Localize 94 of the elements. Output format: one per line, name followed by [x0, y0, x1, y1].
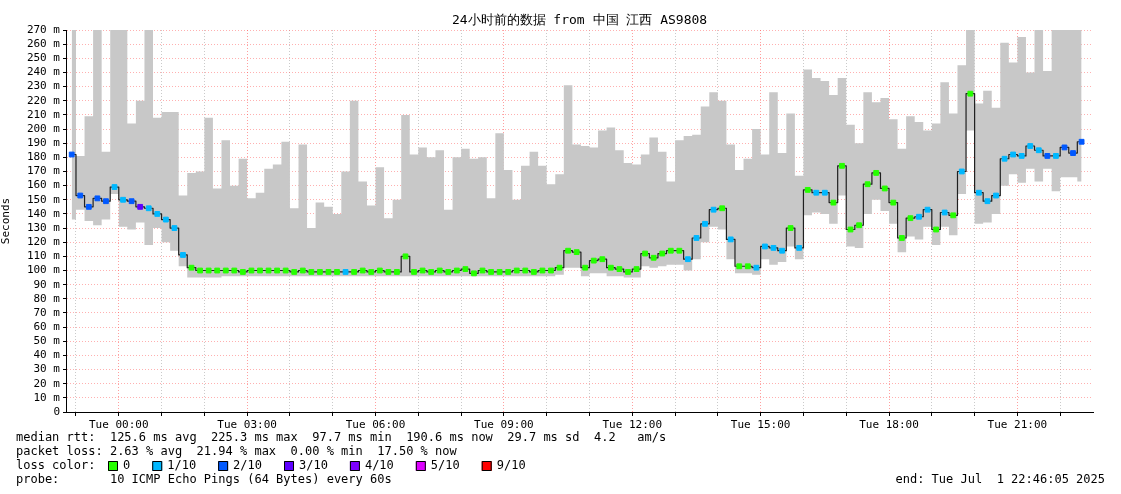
y-tick-label: 100 m — [26, 263, 61, 277]
point — [796, 244, 803, 251]
y-tick-label: 130 m — [26, 220, 61, 234]
point — [111, 184, 118, 190]
point — [984, 198, 991, 205]
point — [103, 198, 109, 205]
point — [975, 189, 982, 196]
y-tick-label: 120 m — [26, 235, 61, 249]
text: end: Tue Jul 1 22:46:05 2025 — [895, 472, 1105, 487]
y-tick-label: 220 m — [26, 93, 61, 107]
point — [958, 168, 965, 175]
point — [941, 209, 948, 216]
point — [120, 196, 126, 203]
point — [162, 216, 169, 223]
y-tick-label: 80 m — [33, 291, 61, 305]
y-tick-label: 230 m — [26, 79, 61, 93]
x-tick-label: Tue 06:00 — [345, 418, 406, 432]
point — [924, 206, 931, 213]
y-tick-label: 270 m — [26, 22, 61, 36]
point — [821, 189, 828, 196]
point — [1044, 153, 1051, 159]
chart-title: 24小时前的数据 from 中国 江西 AS9808 — [451, 12, 708, 28]
y-tick-label: 160 m — [26, 178, 61, 192]
y-tick-label: 170 m — [26, 164, 61, 178]
y-tick-label: 10 m — [33, 390, 61, 404]
y-axis-title: Seconds — [0, 197, 13, 245]
y-tick-label: 20 m — [33, 376, 61, 390]
y-tick-label: 180 m — [26, 150, 61, 164]
point — [154, 211, 161, 217]
legend-label: 2/10 — [233, 458, 263, 473]
point — [128, 198, 135, 205]
y-tick-label: 200 m — [26, 121, 61, 135]
legend-label: 5/10 — [430, 458, 460, 473]
y-tick-label: 110 m — [26, 249, 61, 263]
text: packet loss: 2.63 % avg 21.94 % max 0.00 % min 17.50 % now — [16, 444, 458, 459]
y-tick-label: 210 m — [26, 107, 61, 121]
point — [1035, 147, 1042, 154]
point — [180, 252, 186, 258]
y-tick-label: 150 m — [26, 192, 61, 206]
y-tick-label: 240 m — [26, 65, 61, 79]
point — [1061, 144, 1068, 151]
point — [693, 235, 700, 241]
point — [685, 256, 691, 263]
x-tick-label: Tue 12:00 — [602, 418, 663, 432]
legend-label: 1/10 — [167, 458, 197, 473]
point — [1078, 138, 1085, 145]
y-tick-label: 50 m — [33, 334, 61, 348]
y-tick-label: 90 m — [33, 277, 61, 291]
y-tick-label: 60 m — [33, 319, 61, 333]
text: median rtt: 125.6 ms avg 225.3 ms max 97.7 ms min 190.6 ms now 29.7 ms sd 4.2 am/s — [16, 430, 667, 445]
point — [813, 189, 820, 196]
point — [137, 203, 144, 210]
point — [1027, 143, 1034, 149]
text: probe: 10 ICMP Echo Pings (64 Bytes) every 60s — [16, 472, 392, 487]
point — [710, 206, 717, 213]
point — [770, 244, 777, 251]
legend-title: loss color: — [16, 458, 96, 473]
point — [145, 205, 152, 212]
point — [753, 264, 760, 271]
point — [171, 225, 178, 231]
y-tick-label: 250 m — [26, 51, 61, 65]
y-tick-label: 30 m — [33, 362, 61, 376]
x-tick-label: Tue 18:00 — [859, 418, 919, 432]
point — [1018, 153, 1025, 159]
y-tick-label: 40 m — [33, 348, 61, 362]
point — [68, 151, 75, 158]
point — [779, 247, 785, 254]
point — [916, 213, 922, 220]
x-tick-label: Tue 09:00 — [474, 418, 534, 432]
y-tick-label: 140 m — [26, 206, 61, 220]
point — [1010, 151, 1017, 158]
point — [77, 192, 84, 199]
point — [342, 269, 349, 275]
point — [1053, 153, 1059, 159]
x-tick-label: Tue 21:00 — [987, 418, 1048, 432]
y-tick-label: 260 m — [26, 37, 61, 51]
point — [702, 220, 708, 227]
point — [1070, 150, 1076, 156]
point — [993, 192, 999, 199]
point — [727, 236, 734, 243]
x-tick-label: Tue 15:00 — [730, 418, 791, 432]
legend-label: 0 — [123, 458, 131, 473]
legend-label: 4/10 — [364, 458, 394, 473]
point — [762, 243, 768, 250]
x-tick-label: Tue 03:00 — [217, 418, 277, 432]
point — [85, 203, 92, 210]
legend-label: 9/10 — [496, 458, 526, 473]
y-tick-label: 190 m — [26, 136, 61, 150]
x-tick-label: Tue 00:00 — [88, 418, 149, 432]
y-tick-label: 70 m — [33, 305, 61, 319]
point — [94, 195, 101, 202]
legend-label: 3/10 — [299, 458, 328, 473]
y-tick-label: 0 — [53, 404, 60, 418]
point — [1001, 155, 1008, 162]
